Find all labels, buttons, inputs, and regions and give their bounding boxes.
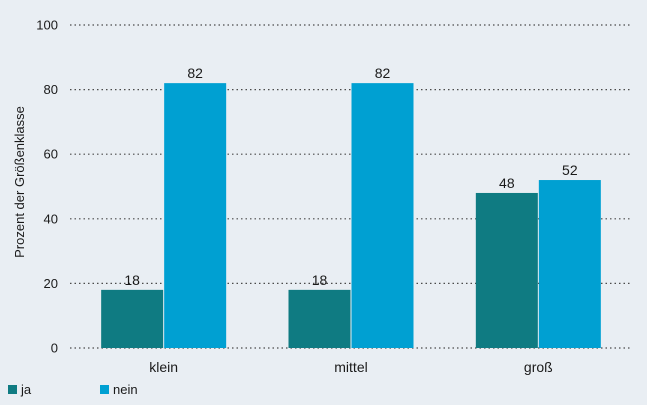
bar-nein-mittel	[351, 83, 414, 348]
legend-label-nein: nein	[113, 382, 138, 397]
x-category-label: mittel	[334, 359, 367, 375]
bar-ja-groß	[475, 192, 538, 348]
grid-layer	[70, 24, 632, 349]
y-tick-label: 100	[36, 18, 58, 33]
data-label: 82	[187, 65, 203, 81]
x-axis-categories: klein mittel groß	[149, 359, 552, 375]
y-axis-label: Prozent der Größenklasse	[12, 106, 27, 258]
bar-nein-groß	[538, 180, 601, 348]
bar-ja-klein	[101, 289, 164, 348]
y-tick-label: 0	[51, 341, 58, 356]
x-category-label: groß	[524, 359, 553, 375]
legend: ja nein	[8, 382, 138, 397]
data-label: 48	[499, 175, 515, 191]
y-axis-ticks: 0 20 40 60 80 100	[36, 18, 58, 356]
bar-ja-mittel	[288, 289, 351, 348]
bars-layer	[101, 83, 601, 348]
data-label: 52	[562, 162, 578, 178]
y-tick-label: 60	[44, 147, 58, 162]
y-tick-label: 80	[44, 82, 58, 97]
data-labels-layer: 18 82 18 82 48 52	[124, 65, 577, 288]
legend-swatch-ja	[8, 385, 17, 394]
data-label: 82	[375, 65, 391, 81]
legend-label-ja: ja	[20, 382, 32, 397]
x-category-label: klein	[149, 359, 178, 375]
legend-swatch-nein	[100, 385, 109, 394]
y-tick-label: 40	[44, 211, 58, 226]
data-label: 18	[312, 272, 328, 288]
data-label: 18	[124, 272, 140, 288]
bar-nein-klein	[164, 83, 227, 348]
y-tick-label: 20	[44, 276, 58, 291]
